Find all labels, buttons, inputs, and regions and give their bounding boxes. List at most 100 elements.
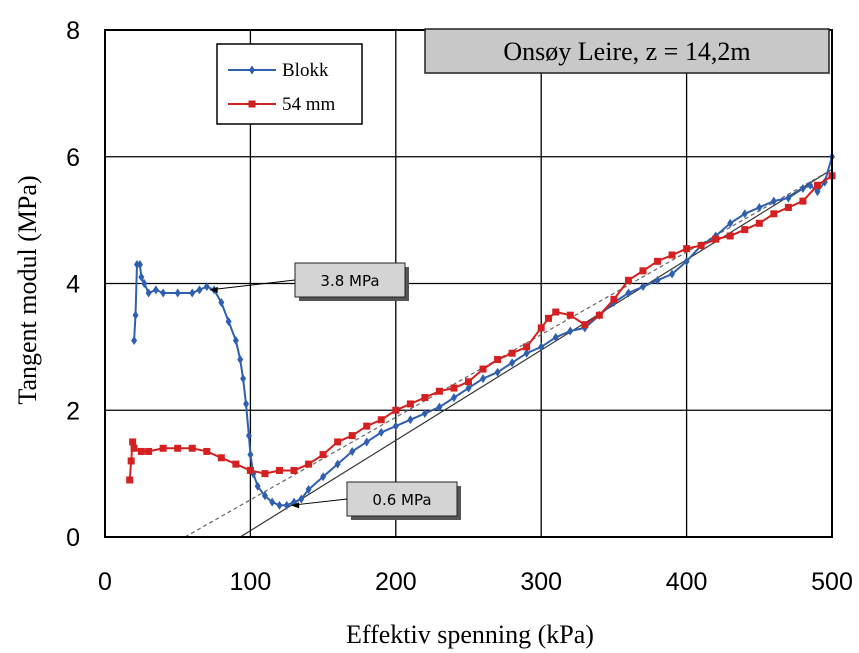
series-line	[133, 156, 833, 507]
data-point	[131, 336, 138, 346]
data-point	[159, 444, 167, 452]
data-point	[275, 466, 283, 474]
data-point	[305, 460, 313, 468]
annotation-label: 3.8 MPa	[320, 272, 379, 290]
data-point	[770, 210, 778, 218]
data-point	[697, 241, 705, 249]
data-point	[132, 310, 139, 320]
data-point	[508, 349, 516, 357]
x-tick-label: 500	[811, 568, 853, 596]
data-point	[436, 402, 443, 412]
data-point	[392, 421, 399, 431]
data-point	[610, 295, 618, 303]
data-point	[138, 272, 145, 282]
data-point	[319, 451, 327, 459]
annotation-arrowhead	[209, 286, 218, 293]
data-point	[237, 355, 244, 365]
data-point	[741, 226, 749, 234]
data-point	[538, 342, 545, 352]
data-point	[203, 447, 211, 455]
fit-lines	[184, 168, 833, 538]
data-point	[269, 497, 276, 507]
data-point	[152, 285, 159, 295]
data-point	[246, 466, 254, 474]
data-point	[595, 311, 603, 319]
data-point	[421, 394, 429, 402]
data-point	[683, 256, 690, 266]
data-point	[363, 422, 371, 430]
x-tick-label: 400	[666, 568, 708, 596]
data-point	[450, 384, 458, 392]
data-point	[509, 358, 516, 368]
data-point	[240, 374, 247, 384]
data-point	[494, 367, 501, 377]
data-point	[348, 432, 356, 440]
data-point	[741, 209, 748, 219]
grid	[105, 30, 832, 537]
data-point	[245, 431, 252, 441]
data-point	[225, 317, 232, 327]
data-point	[807, 180, 814, 190]
data-point	[785, 193, 792, 203]
data-point	[305, 484, 312, 494]
data-point	[334, 459, 341, 469]
y-tick-label: 6	[66, 144, 80, 172]
data-point	[712, 235, 720, 243]
data-point	[727, 218, 734, 228]
data-point	[283, 500, 290, 510]
x-tick-label: 200	[375, 568, 417, 596]
x-tick-label: 0	[98, 568, 112, 596]
annotation-box	[346, 481, 458, 517]
annotation-leader	[291, 498, 348, 506]
data-point	[232, 460, 240, 468]
data-point	[232, 336, 239, 346]
data-point	[136, 259, 143, 269]
data-point	[217, 454, 225, 462]
data-point	[129, 438, 137, 446]
data-point	[261, 491, 268, 501]
data-point	[480, 374, 487, 384]
data-point	[537, 324, 545, 332]
data-point	[654, 257, 662, 265]
fit-line-solid	[239, 168, 833, 538]
data-point	[203, 282, 210, 292]
data-point	[726, 232, 734, 240]
fit-line-dashed	[184, 168, 833, 538]
series-group	[126, 152, 836, 510]
data-point	[174, 288, 181, 298]
annotations: 3.8 MPa 0.6 MPa	[209, 262, 461, 520]
data-point	[254, 481, 261, 491]
data-point	[261, 470, 269, 478]
data-point	[668, 251, 676, 259]
data-point	[247, 450, 254, 460]
data-point	[567, 326, 574, 336]
data-point	[654, 275, 661, 285]
data-point	[669, 269, 676, 279]
tick-labels: 0 100 200 300 400 500 0 2 4 6 8	[66, 17, 853, 596]
data-point	[494, 356, 502, 364]
x-tick-label: 300	[520, 568, 562, 596]
data-point	[435, 387, 443, 395]
data-point	[407, 415, 414, 425]
annotation-label: 0.6 MPa	[372, 491, 431, 509]
data-point	[189, 288, 196, 298]
data-point	[141, 279, 148, 288]
y-tick-label: 2	[66, 397, 80, 425]
data-point	[421, 408, 428, 418]
data-point	[755, 219, 763, 227]
legend-marker	[249, 65, 255, 75]
data-point	[127, 457, 135, 465]
data-point	[813, 181, 821, 189]
data-point	[188, 444, 196, 452]
data-point	[799, 197, 807, 205]
data-point	[814, 187, 821, 197]
legend-label: 54 mm	[282, 94, 336, 115]
data-point	[349, 446, 356, 456]
data-point	[145, 288, 152, 298]
y-tick-label: 0	[66, 524, 80, 552]
annotation-box	[294, 262, 406, 298]
data-point	[625, 288, 632, 298]
data-point	[145, 447, 153, 455]
data-point	[581, 321, 589, 329]
